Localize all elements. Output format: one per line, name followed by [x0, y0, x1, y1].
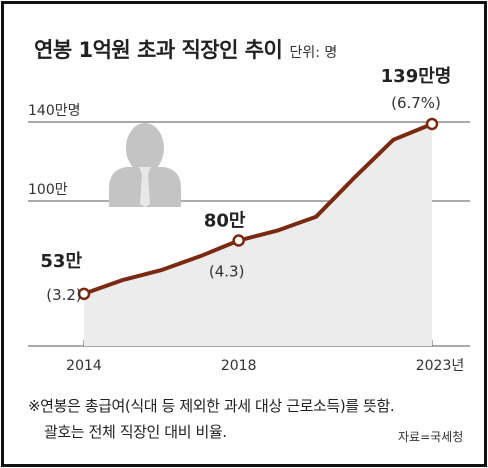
value-label-2023: 139만명 — [381, 66, 452, 87]
data-point-2014 — [77, 287, 91, 301]
footnote-line-1: ※연봉은 총급여(식대 등 제외한 과세 대상 근로소득)를 뜻함. — [28, 397, 395, 415]
share-label-2014: (3.2) — [46, 286, 82, 304]
series-line — [82, 122, 434, 296]
area-fill — [84, 124, 432, 346]
value-label-2014: 53만 — [40, 251, 82, 272]
person-icon — [109, 123, 181, 207]
unit-label: 단위: 명 — [289, 45, 338, 61]
data-point-2018 — [232, 234, 245, 247]
value-label-2018: 80만 — [204, 211, 246, 232]
data-point-2023 — [425, 117, 439, 131]
source-label: 자료=국세청 — [398, 430, 464, 444]
share-label-2023: (6.7%) — [391, 94, 441, 112]
x-tick-label-0: 2014 — [66, 358, 102, 374]
footnote-line-2: 괄호는 전체 직장인 대비 비율. — [44, 423, 227, 441]
y-tick-label-0: 140만명 — [28, 103, 80, 119]
line-chart: 140만명 100만 2014 2018 2023년 53만 (3.2) 80만 (4.3)… — [28, 66, 470, 374]
title-row: 연봉 1억원 초과 직장인 추이 단위: 명 — [34, 34, 337, 64]
share-label-2018: (4.3) — [209, 263, 245, 281]
x-tick-label-1: 2018 — [221, 358, 257, 374]
chart-title: 연봉 1억원 초과 직장인 추이 — [34, 38, 283, 62]
x-tick-label-2: 2023년 — [416, 358, 465, 374]
y-tick-label-1: 100만 — [28, 182, 68, 198]
